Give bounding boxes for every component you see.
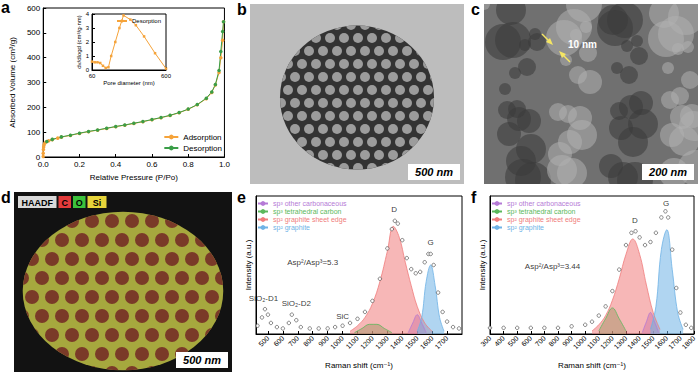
svg-text:sp² graphite sheet edge: sp² graphite sheet edge xyxy=(507,216,581,224)
svg-text:1500: 1500 xyxy=(640,334,656,350)
svg-text:4: 4 xyxy=(86,11,90,17)
svg-text:500: 500 xyxy=(257,334,270,347)
html-text:d: d xyxy=(1,189,11,206)
svg-text:D: D xyxy=(391,205,397,214)
html-text:e: e xyxy=(237,189,246,206)
svg-text:300: 300 xyxy=(479,334,492,347)
svg-text:G: G xyxy=(663,199,669,208)
svg-text:800: 800 xyxy=(547,334,560,347)
svg-text:sp³ other carbonaceous: sp³ other carbonaceous xyxy=(273,200,347,208)
svg-text:0.0: 0.0 xyxy=(38,160,50,169)
svg-text:300: 300 xyxy=(27,78,41,87)
svg-text:1800: 1800 xyxy=(681,334,697,350)
svg-text:Desorption: Desorption xyxy=(183,144,222,153)
svg-text:600: 600 xyxy=(272,334,285,347)
svg-text:Raman shift (cm⁻¹): Raman shift (cm⁻¹) xyxy=(558,361,626,370)
svg-text:sp³ other carbonaceous: sp³ other carbonaceous xyxy=(507,200,581,208)
svg-text:sp³ tetrahedral carbon: sp³ tetrahedral carbon xyxy=(273,208,342,216)
svg-text:D: D xyxy=(632,216,638,225)
svg-text:Asp²/Asp³=5.3: Asp²/Asp³=5.3 xyxy=(287,258,338,267)
svg-text:SiC: SiC xyxy=(336,312,349,321)
svg-text:SiO₂-D2: SiO₂-D2 xyxy=(282,299,312,308)
svg-text:900: 900 xyxy=(560,334,575,348)
svg-text:400: 400 xyxy=(27,53,41,62)
svg-text:1200: 1200 xyxy=(359,334,375,350)
svg-text:Si: Si xyxy=(93,198,102,208)
svg-text:60: 60 xyxy=(89,73,96,79)
svg-text:HAADF: HAADF xyxy=(22,198,54,208)
svg-text:0.4: 0.4 xyxy=(110,160,122,169)
svg-text:1000: 1000 xyxy=(329,334,345,350)
svg-text:sp² graphite sheet edge: sp² graphite sheet edge xyxy=(273,216,347,224)
svg-text:1100: 1100 xyxy=(344,334,360,350)
svg-text:700: 700 xyxy=(287,334,300,347)
svg-text:sp² graphite: sp² graphite xyxy=(273,224,310,232)
svg-text:3: 3 xyxy=(86,25,90,31)
svg-text:C: C xyxy=(62,198,69,208)
svg-text:500 nm: 500 nm xyxy=(415,166,453,178)
svg-text:700: 700 xyxy=(534,334,547,347)
svg-text:Raman shift (cm⁻¹): Raman shift (cm⁻¹) xyxy=(325,361,393,370)
svg-text:1400: 1400 xyxy=(389,334,405,350)
svg-text:500 nm: 500 nm xyxy=(183,354,221,366)
svg-text:Absorbed Volume (cm³/g): Absorbed Volume (cm³/g) xyxy=(8,37,17,128)
svg-text:1300: 1300 xyxy=(374,334,390,350)
svg-text:O: O xyxy=(76,198,83,208)
svg-text:1: 1 xyxy=(86,53,90,59)
svg-text:1500: 1500 xyxy=(404,334,420,350)
svg-text:Pore diameter (nm): Pore diameter (nm) xyxy=(103,80,155,86)
svg-text:0.6: 0.6 xyxy=(146,160,158,169)
svg-text:Intensity (a.u.): Intensity (a.u.) xyxy=(478,239,487,290)
svg-text:100: 100 xyxy=(27,128,41,137)
svg-text:10 nm: 10 nm xyxy=(568,39,597,50)
svg-text:500: 500 xyxy=(27,28,41,37)
svg-text:Asp²/Asp³=3.44: Asp²/Asp³=3.44 xyxy=(525,262,581,271)
html-text:c: c xyxy=(471,1,480,18)
svg-text:1100: 1100 xyxy=(586,334,602,350)
svg-text:600: 600 xyxy=(161,73,172,79)
svg-text:1700: 1700 xyxy=(667,334,683,350)
svg-text:400: 400 xyxy=(493,334,506,347)
svg-text:sp² graphite: sp² graphite xyxy=(507,224,544,232)
svg-text:Adsorption: Adsorption xyxy=(183,133,221,142)
svg-text:500: 500 xyxy=(506,334,519,347)
svg-text:600: 600 xyxy=(520,334,533,347)
svg-text:0.8: 0.8 xyxy=(183,160,195,169)
svg-text:1400: 1400 xyxy=(626,334,642,350)
svg-text:600: 600 xyxy=(27,4,41,13)
svg-text:1700: 1700 xyxy=(434,334,450,350)
svg-text:0: 0 xyxy=(35,152,41,162)
svg-text:1000: 1000 xyxy=(572,334,588,350)
svg-text:2: 2 xyxy=(86,39,90,45)
svg-text:1600: 1600 xyxy=(419,334,435,350)
svg-text:Intensity (a.u.): Intensity (a.u.) xyxy=(244,239,253,290)
svg-text:G: G xyxy=(428,238,434,247)
svg-text:1.0: 1.0 xyxy=(219,160,231,169)
svg-text:sp³ tetrahedral carbon: sp³ tetrahedral carbon xyxy=(507,208,576,216)
svg-text:200: 200 xyxy=(27,103,41,112)
svg-text:Relative Pressure (P/Po): Relative Pressure (P/Po) xyxy=(90,173,178,182)
svg-text:Desorption: Desorption xyxy=(132,18,161,24)
svg-text:900: 900 xyxy=(316,334,331,348)
svg-text:200 nm: 200 nm xyxy=(648,166,687,178)
svg-text:0.2: 0.2 xyxy=(74,160,86,169)
svg-text:SiO₂-D1: SiO₂-D1 xyxy=(249,294,279,303)
html-text:f: f xyxy=(471,189,477,206)
svg-text:800: 800 xyxy=(302,334,315,347)
svg-text:1600: 1600 xyxy=(653,334,669,350)
html-text:a: a xyxy=(1,0,10,16)
svg-text:1200: 1200 xyxy=(599,334,615,350)
html-text:b: b xyxy=(237,1,247,18)
svg-text:0: 0 xyxy=(85,67,89,73)
svg-text:1300: 1300 xyxy=(613,334,629,350)
svg-text:dv/dlogd (cm³/g·nm): dv/dlogd (cm³/g·nm) xyxy=(76,15,82,69)
